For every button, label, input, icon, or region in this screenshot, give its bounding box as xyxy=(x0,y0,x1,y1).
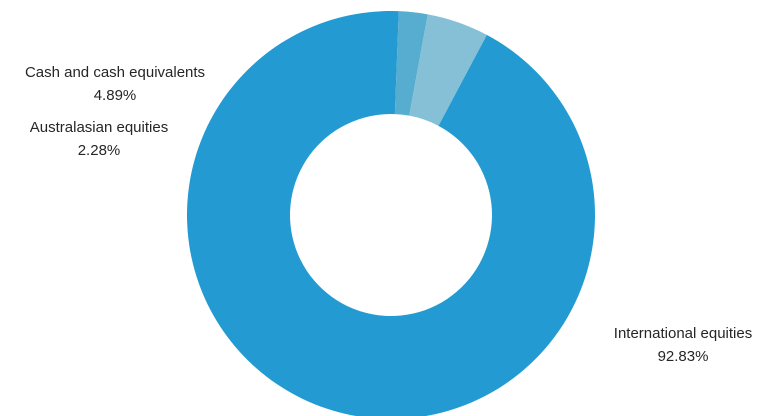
donut-slice-international-equities xyxy=(187,11,595,416)
donut-slices xyxy=(187,11,595,416)
slice-label-international: International equities xyxy=(614,325,752,342)
label-group-international: International equities 92.83% xyxy=(614,325,752,365)
label-group-australasian: Australasian equities 2.28% xyxy=(30,119,168,159)
label-group-cash: Cash and cash equivalents 4.89% xyxy=(25,64,205,104)
donut-slice-australasian-equities xyxy=(394,11,428,116)
slice-value-australasian: 2.28% xyxy=(78,142,121,159)
donut-slice-cash-and-cash-equivalents xyxy=(409,14,487,126)
slice-value-cash: 4.89% xyxy=(94,87,137,104)
slice-value-international: 92.83% xyxy=(658,348,709,365)
slice-label-australasian: Australasian equities xyxy=(30,119,168,136)
slice-label-cash: Cash and cash equivalents xyxy=(25,64,205,81)
